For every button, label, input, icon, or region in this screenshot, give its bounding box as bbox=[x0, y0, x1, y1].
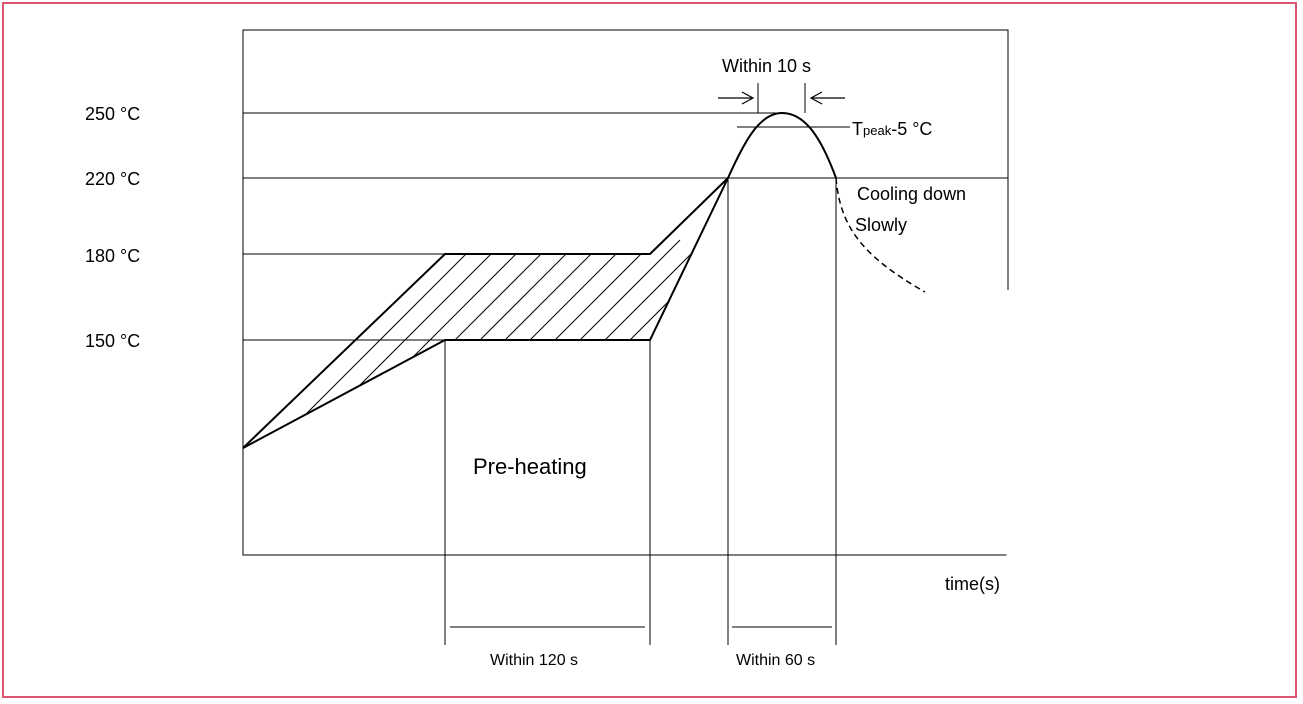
within-120s-label: Within 120 s bbox=[490, 652, 578, 669]
cooling-label-line1: Cooling down bbox=[857, 184, 966, 204]
temp-label-180: 180 °C bbox=[85, 246, 140, 266]
temp-label-220: 220 °C bbox=[85, 169, 140, 189]
time-axis-label: time(s) bbox=[945, 574, 1000, 594]
left-arrow-icon bbox=[809, 91, 845, 105]
peak-curve bbox=[727, 111, 837, 179]
temp-label-250: 250 °C bbox=[85, 104, 140, 124]
plot-box bbox=[242, 29, 1009, 556]
within-60s-label: Within 60 s bbox=[736, 652, 815, 669]
right-arrow-icon bbox=[718, 91, 755, 105]
cooling-curve bbox=[835, 177, 926, 293]
temp-label-150: 150 °C bbox=[85, 331, 140, 351]
within-10s-label: Within 10 s bbox=[722, 56, 811, 76]
tpeak-label: Tpeak-5 °C bbox=[852, 119, 932, 139]
profile-upper bbox=[242, 177, 729, 449]
cooling-label-line2: Slowly bbox=[855, 215, 907, 235]
profile-lower bbox=[242, 177, 729, 449]
preheating-label: Pre-heating bbox=[473, 454, 587, 479]
